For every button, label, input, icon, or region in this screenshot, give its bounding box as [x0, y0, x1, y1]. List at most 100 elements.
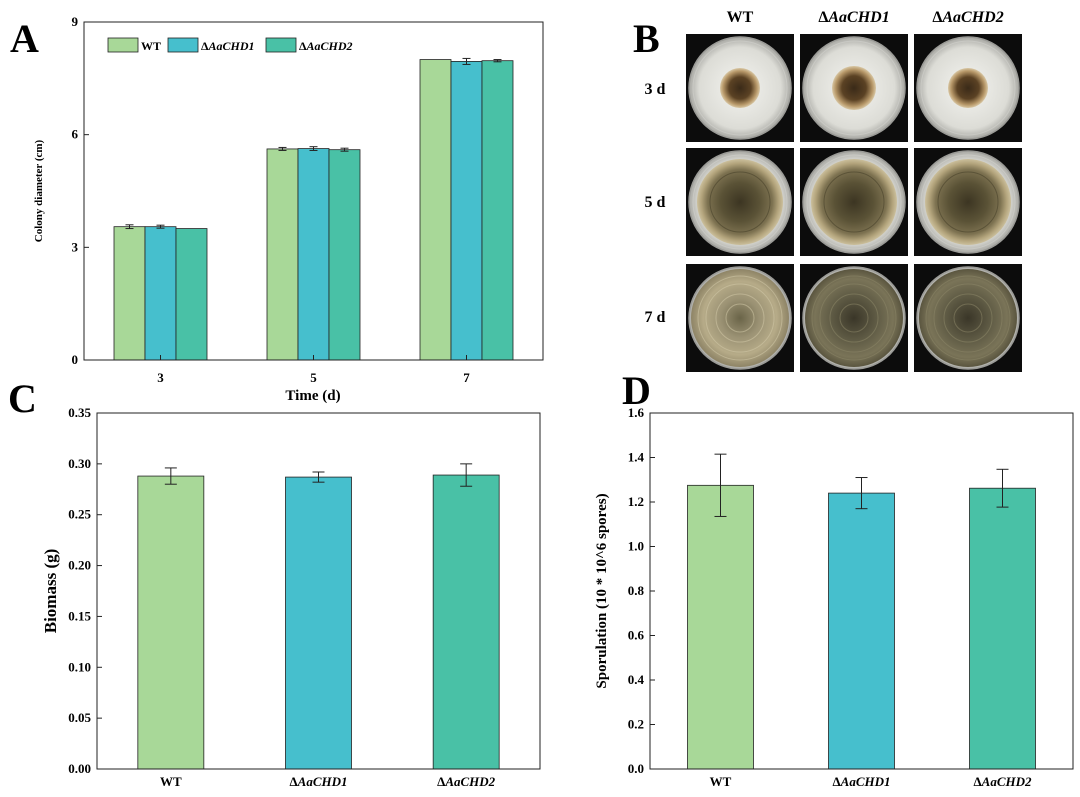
chart-d-bars — [687, 453, 1036, 770]
chart-a-bar — [450, 61, 483, 361]
plate-5d-chd2-dish-rim — [920, 154, 1016, 250]
plate-7d-chd1-colony-ring — [819, 283, 889, 353]
chart-a: 0 3 6 9 3 5 7 Time (d) Colony diameter (cm) W… — [33, 14, 544, 404]
chart-a-legend: WT ΔAaCHD1 ΔAaCHD2 — [107, 37, 353, 53]
chart-c-ytick-label: 0.10 — [68, 659, 91, 674]
chart-c-y-label: Biomass (g) — [41, 549, 60, 634]
chart-a-bar — [113, 226, 146, 361]
plate-7d-wt-colony — [691, 269, 789, 367]
chart-c-frame — [96, 412, 541, 770]
chart-d-y-label: Sporulation (10 * 10^6 spores) — [594, 493, 610, 688]
plate-7d-chd2-colony-ring — [933, 283, 1003, 353]
chart-d-y-ticks: 0.0 0.2 0.4 0.6 0.8 1.0 1.2 1.4 1.6 — [628, 405, 655, 776]
chart-c-bar — [137, 475, 205, 770]
chart-a-x-label: Time (d) — [285, 388, 340, 404]
plate-3d-chd2 — [914, 34, 1022, 142]
chart-d-x-ticks: WT ΔAaCHD1 ΔAaCHD2 — [710, 774, 1032, 789]
chart-a-y-ticks: 0 3 6 9 — [72, 14, 89, 367]
plate-7d-chd1-colony-ring — [839, 303, 869, 333]
chart-a-ytick-label: 3 — [72, 239, 79, 254]
plate-3d-wt-colony — [720, 68, 760, 108]
chart-d: 0.0 0.2 0.4 0.6 0.8 1.0 1.2 1.4 1.6 WT ΔAaCHD1 ΔAa… — [594, 405, 1074, 789]
chart-d-xtick-label: ΔAaCHD1 — [833, 774, 891, 789]
chart-c-bar — [432, 474, 500, 770]
plate-3d-chd2-dish-rim — [920, 40, 1016, 136]
plate-7d-chd2-colony-ring — [953, 303, 983, 333]
chart-a-bar — [481, 60, 514, 361]
plate-7d-chd2 — [914, 264, 1022, 372]
legend-label-wt: WT — [141, 39, 161, 53]
plate-photo-panel: WT ΔAaCHD1 ΔAaCHD2 3 d 5 d 7 d — [645, 9, 1022, 372]
chart-c-xtick-label: ΔAaCHD2 — [437, 774, 495, 789]
chart-a-bars — [113, 57, 514, 361]
legend-swatch-chd1 — [167, 37, 199, 53]
chart-a-bar — [419, 59, 452, 361]
chart-c-y-ticks: 0.00 0.05 0.10 0.15 0.20 0.25 0.30 0.35 — [68, 405, 102, 776]
plate-7d-chd1 — [800, 264, 908, 372]
chart-a-ytick-label: 6 — [72, 127, 79, 142]
plate-3d-chd1-dish-rim — [806, 40, 902, 136]
chart-c-ytick-label: 0.35 — [68, 405, 91, 420]
chart-d-ytick-label: 0.8 — [628, 583, 645, 598]
chart-d-ytick-label: 0.2 — [628, 717, 644, 732]
chart-d-ytick-label: 1.4 — [628, 450, 645, 465]
chart-d-ytick-label: 1.2 — [628, 494, 644, 509]
plate-7d-wt-colony-ring — [705, 283, 775, 353]
chart-a-bar — [328, 149, 361, 361]
chart-c-ytick-label: 0.20 — [68, 558, 91, 573]
chart-a-x-ticks: 3 5 7 — [157, 355, 470, 385]
plate-5d-chd2 — [914, 148, 1022, 256]
plate-7d-wt-colony-ring — [697, 275, 783, 361]
legend-label-chd1: ΔAaCHD1 — [201, 39, 255, 53]
chart-c-ytick-label: 0.25 — [68, 507, 91, 522]
chart-c: 0.00 0.05 0.10 0.15 0.20 0.25 0.30 0.35 WT ΔAaCH… — [41, 405, 541, 789]
chart-a-xtick-label: 5 — [310, 370, 317, 385]
plate-7d-wt-colony-ring — [715, 293, 765, 343]
plate-5d-chd1-colony-ring — [823, 171, 885, 233]
plate-7d-chd1-colony — [805, 269, 903, 367]
chart-d-xtick-label: ΔAaCHD2 — [974, 774, 1032, 789]
plate-3d-wt — [686, 34, 794, 142]
plate-7d-chd2-colony-ring — [943, 293, 993, 343]
plate-3d-chd1 — [800, 34, 908, 142]
panel-label-a: A — [10, 16, 39, 61]
chart-c-ytick-label: 0.00 — [68, 761, 91, 776]
plate-3d-chd1-colony — [832, 66, 876, 110]
plate-5d-chd1-dish-rim — [806, 154, 902, 250]
chart-c-xtick-label: WT — [160, 774, 182, 789]
chart-a-xtick-label: 7 — [463, 370, 470, 385]
photo-row-3d: 3 d — [645, 81, 666, 98]
chart-d-xtick-label: WT — [710, 774, 732, 789]
photo-col-wt: WT — [727, 9, 754, 26]
plate-5d-chd2-colony-ring — [937, 171, 999, 233]
plate-7d-wt — [686, 264, 794, 372]
chart-a-bar — [297, 148, 330, 361]
chart-d-ytick-label: 0.0 — [628, 761, 644, 776]
chart-c-ytick-label: 0.05 — [68, 710, 91, 725]
chart-a-xtick-label: 3 — [157, 370, 164, 385]
legend-label-chd2: ΔAaCHD2 — [299, 39, 353, 53]
panel-label-d: D — [622, 368, 651, 413]
chart-a-frame — [83, 21, 544, 361]
chart-d-ytick-label: 0.6 — [628, 628, 645, 643]
photo-row-5d: 5 d — [645, 194, 666, 211]
plate-5d-wt — [686, 148, 794, 256]
chart-d-ytick-label: 0.4 — [628, 672, 645, 687]
plate-7d-chd1-colony-ring — [829, 293, 879, 343]
plate-7d-chd2-colony — [919, 269, 1017, 367]
chart-a-ytick-label: 0 — [72, 352, 79, 367]
chart-a-bar — [144, 226, 177, 361]
chart-c-bars — [137, 463, 500, 770]
legend-swatch-wt — [107, 37, 139, 53]
chart-c-ytick-label: 0.15 — [68, 608, 91, 623]
chart-c-x-ticks: WT ΔAaCHD1 ΔAaCHD2 — [160, 774, 496, 789]
chart-d-bar — [687, 484, 754, 770]
plate-5d-wt-dish-rim — [692, 154, 788, 250]
photo-col-chd1: ΔAaCHD1 — [818, 9, 889, 26]
chart-d-ytick-label: 1.6 — [628, 405, 645, 420]
legend-swatch-chd2 — [265, 37, 297, 53]
chart-d-frame — [649, 412, 1074, 770]
panel-label-b: B — [633, 16, 660, 61]
plate-5d-chd1 — [800, 148, 908, 256]
